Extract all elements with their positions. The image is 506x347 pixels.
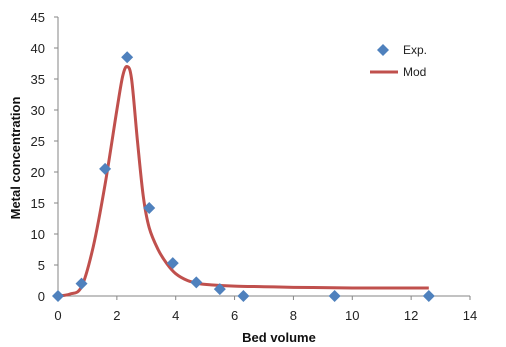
data-point-exp — [190, 276, 203, 289]
x-tick-label: 8 — [290, 308, 297, 323]
data-point-exp — [213, 283, 226, 296]
legend-label-mod: Mod — [403, 65, 426, 79]
y-tick-label: 5 — [38, 258, 45, 273]
data-point-exp — [75, 277, 88, 290]
experimental-series — [52, 51, 435, 302]
y-tick-label: 25 — [31, 134, 45, 149]
y-tick-label: 20 — [31, 165, 45, 180]
x-tick-labels: 0 2 4 6 8 10 12 14 — [54, 296, 477, 323]
y-tick-label: 30 — [31, 103, 45, 118]
legend-marker-exp — [377, 44, 389, 56]
y-tick-label: 15 — [31, 196, 45, 211]
legend-item-exp: Exp. — [377, 43, 427, 57]
legend-label-exp: Exp. — [403, 43, 427, 57]
data-point-exp — [422, 290, 435, 302]
x-tick-label: 10 — [345, 308, 359, 323]
data-point-exp — [52, 290, 64, 302]
x-axis-title: Bed volume — [242, 330, 316, 345]
y-tick-label: 45 — [31, 10, 45, 25]
x-tick-label: 2 — [113, 308, 120, 323]
x-tick-label: 6 — [231, 308, 238, 323]
model-line — [57, 65, 429, 298]
data-point-exp — [121, 51, 134, 64]
data-point-exp — [99, 162, 112, 175]
x-tick-label: 0 — [54, 308, 61, 323]
y-tick-label: 0 — [38, 289, 45, 304]
y-tick-labels: 0 5 10 15 20 25 30 35 40 45 — [31, 10, 58, 304]
x-tick-label: 12 — [404, 308, 418, 323]
data-point-exp — [328, 290, 341, 302]
model-series — [57, 65, 429, 298]
y-tick-label: 10 — [31, 227, 45, 242]
legend-item-mod: Mod — [370, 65, 426, 79]
x-tick-label: 4 — [172, 308, 179, 323]
y-tick-label: 40 — [31, 41, 45, 56]
axes — [57, 17, 470, 297]
data-point-exp — [166, 257, 179, 270]
data-point-exp — [143, 201, 156, 214]
data-point-exp — [237, 290, 250, 302]
legend: Exp. Mod — [370, 43, 427, 79]
y-tick-label: 35 — [31, 72, 45, 87]
y-axis-title: Metal concentration — [8, 97, 23, 220]
x-tick-label: 14 — [463, 308, 477, 323]
